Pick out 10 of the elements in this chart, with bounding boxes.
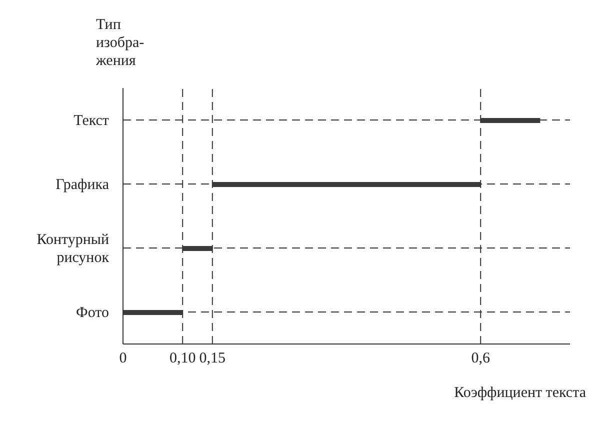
x-tick-label: 0,6 xyxy=(471,350,490,367)
x-tick-label: 0,15 xyxy=(199,350,226,367)
x-axis-title: Коэффициент текста xyxy=(454,385,586,402)
y-tick-label: Графика xyxy=(56,177,110,193)
y-tick-label: Фото xyxy=(76,305,109,321)
y-tick-label: Контурный рисунок xyxy=(36,232,110,266)
x-tick-label: 0,10 xyxy=(169,350,196,367)
x-tick-label: 0 xyxy=(119,350,127,367)
y-tick-label: Текст xyxy=(74,113,110,129)
y-axis-title: Тип изобра- жения xyxy=(96,16,144,70)
